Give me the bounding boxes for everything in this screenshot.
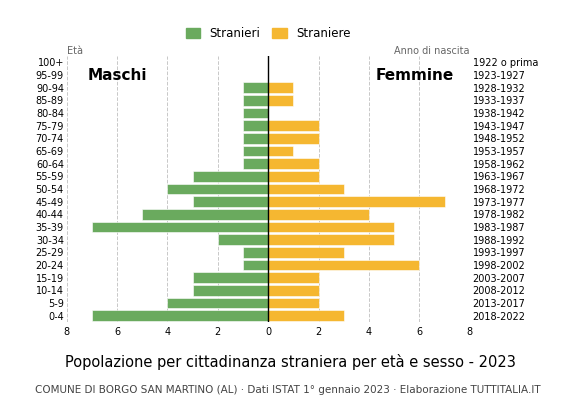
Bar [92,222,268,232]
Bar [168,298,268,308]
Text: Età: Età [67,46,83,56]
Bar [142,209,268,220]
Bar [193,171,268,182]
Bar [268,95,293,106]
Bar [268,82,293,93]
Bar [243,158,268,169]
Text: Femmine: Femmine [375,68,454,82]
Bar [92,310,268,321]
Bar [268,158,318,169]
Bar [268,133,318,144]
Bar [243,120,268,131]
Text: Anno di nascita: Anno di nascita [394,46,470,56]
Text: COMUNE DI BORGO SAN MARTINO (AL) · Dati ISTAT 1° gennaio 2023 · Elaborazione TUT: COMUNE DI BORGO SAN MARTINO (AL) · Dati … [35,385,541,395]
Bar [268,285,318,296]
Text: Popolazione per cittadinanza straniera per età e sesso - 2023: Popolazione per cittadinanza straniera p… [64,354,516,370]
Bar [268,247,344,258]
Bar [268,184,344,194]
Bar [243,108,268,118]
Bar [268,298,318,308]
Bar [193,196,268,207]
Bar [243,82,268,93]
Bar [268,272,318,283]
Bar [268,260,419,270]
Text: Maschi: Maschi [88,68,147,82]
Legend: Stranieri, Straniere: Stranieri, Straniere [186,27,350,40]
Bar [243,260,268,270]
Bar [193,272,268,283]
Bar [268,146,293,156]
Bar [218,234,268,245]
Bar [268,234,394,245]
Bar [268,209,369,220]
Bar [243,95,268,106]
Bar [243,133,268,144]
Bar [268,120,318,131]
Bar [193,285,268,296]
Bar [268,196,445,207]
Bar [168,184,268,194]
Bar [243,146,268,156]
Bar [268,222,394,232]
Bar [268,171,318,182]
Bar [268,310,344,321]
Bar [243,247,268,258]
